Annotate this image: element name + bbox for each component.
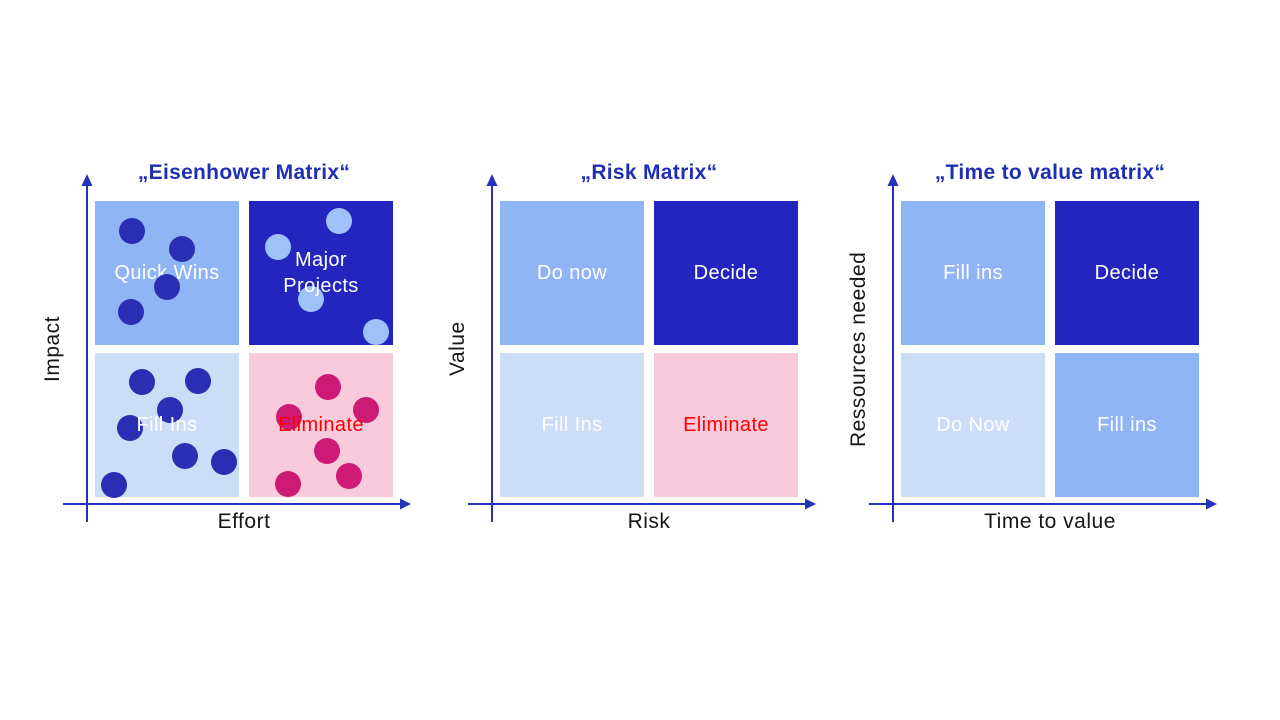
data-dot <box>326 208 352 234</box>
quadrant-label: Decide <box>693 262 759 284</box>
quadrant-label: Eliminate <box>278 414 364 436</box>
quadrant-major-projects: Major Projects <box>249 201 393 345</box>
data-dot <box>336 463 362 489</box>
y-axis-label: Ressources needed <box>847 251 870 447</box>
x-axis-label: Effort <box>217 510 271 533</box>
data-dot <box>353 397 379 423</box>
quadrant-fill-ins: Fill Ins <box>95 353 239 498</box>
data-dot <box>118 299 144 325</box>
data-dot <box>172 443 198 469</box>
matrix-title: „Time to value matrix“ <box>934 161 1166 185</box>
data-dot <box>265 234 291 260</box>
data-dot <box>275 471 301 497</box>
quadrant-grid: Fill ins Decide Do Now Fill ins <box>901 201 1199 497</box>
data-dot <box>315 374 341 400</box>
quadrant-fill-ins-bottom: Fill ins <box>1055 353 1199 497</box>
risk-matrix: „Risk Matrix“ Value Do now Decide Fill I… <box>446 140 832 565</box>
quadrant-decide: Decide <box>1055 201 1199 345</box>
data-dot <box>119 218 145 244</box>
data-dot <box>117 415 143 441</box>
quadrant-eliminate: Eliminate <box>654 353 798 497</box>
quadrant-grid: Do now Decide Fill Ins Eliminate <box>500 201 798 497</box>
data-dot <box>185 368 211 394</box>
quadrant-label: Fill ins <box>1097 414 1157 436</box>
quadrant-label: Do now <box>536 262 608 284</box>
quadrant-label: Fill Ins <box>136 414 198 436</box>
quadrant-do-now: Do Now <box>901 353 1045 497</box>
matrix-title: „Risk Matrix“ <box>580 161 718 185</box>
data-dot <box>154 274 180 300</box>
y-axis-label: Impact <box>41 315 64 383</box>
quadrant-label: Eliminate <box>683 414 769 436</box>
quadrant-label: Fill ins <box>943 262 1003 284</box>
data-dot <box>101 472 127 498</box>
x-axis-label: Time to value <box>984 510 1116 533</box>
time-to-value-matrix: „Time to value matrix“ Ressources needed… <box>847 140 1233 565</box>
data-dot <box>157 397 183 423</box>
y-axis-label: Value <box>446 321 469 377</box>
quadrant-fill-ins-top: Fill ins <box>901 201 1045 345</box>
data-dot <box>211 449 237 475</box>
quadrant-eliminate: Eliminate <box>249 353 393 497</box>
matrix-title: „Eisenhower Matrix“ <box>137 161 351 185</box>
quadrant-do-now: Do now <box>500 201 644 345</box>
quadrant-quick-wins: Quick Wins <box>95 201 239 345</box>
quadrant-label: Fill Ins <box>541 414 603 436</box>
quadrant-label: Quick Wins <box>114 262 220 284</box>
x-axis-arrow-icon <box>805 498 816 510</box>
quadrant-label: Decide <box>1094 262 1160 284</box>
data-dot <box>314 438 340 464</box>
data-dot <box>169 236 195 262</box>
quadrant-label: Major Projects <box>283 249 359 297</box>
eisenhower-matrix: „Eisenhower Matrix“ Impact Quick Wins Ma… <box>41 140 427 565</box>
data-dot <box>276 404 302 430</box>
quadrant-grid: Quick Wins Major Projects Fill Ins Elimi… <box>95 201 393 498</box>
x-axis-label: Risk <box>627 510 671 533</box>
quadrant-label: Do Now <box>936 414 1010 436</box>
x-axis-arrow-icon <box>400 498 411 510</box>
data-dot <box>298 286 324 312</box>
data-dot <box>129 369 155 395</box>
x-axis-arrow-icon <box>1206 498 1217 510</box>
quadrant-decide: Decide <box>654 201 798 345</box>
data-dot <box>363 319 389 345</box>
quadrant-fill-ins: Fill Ins <box>500 353 644 497</box>
